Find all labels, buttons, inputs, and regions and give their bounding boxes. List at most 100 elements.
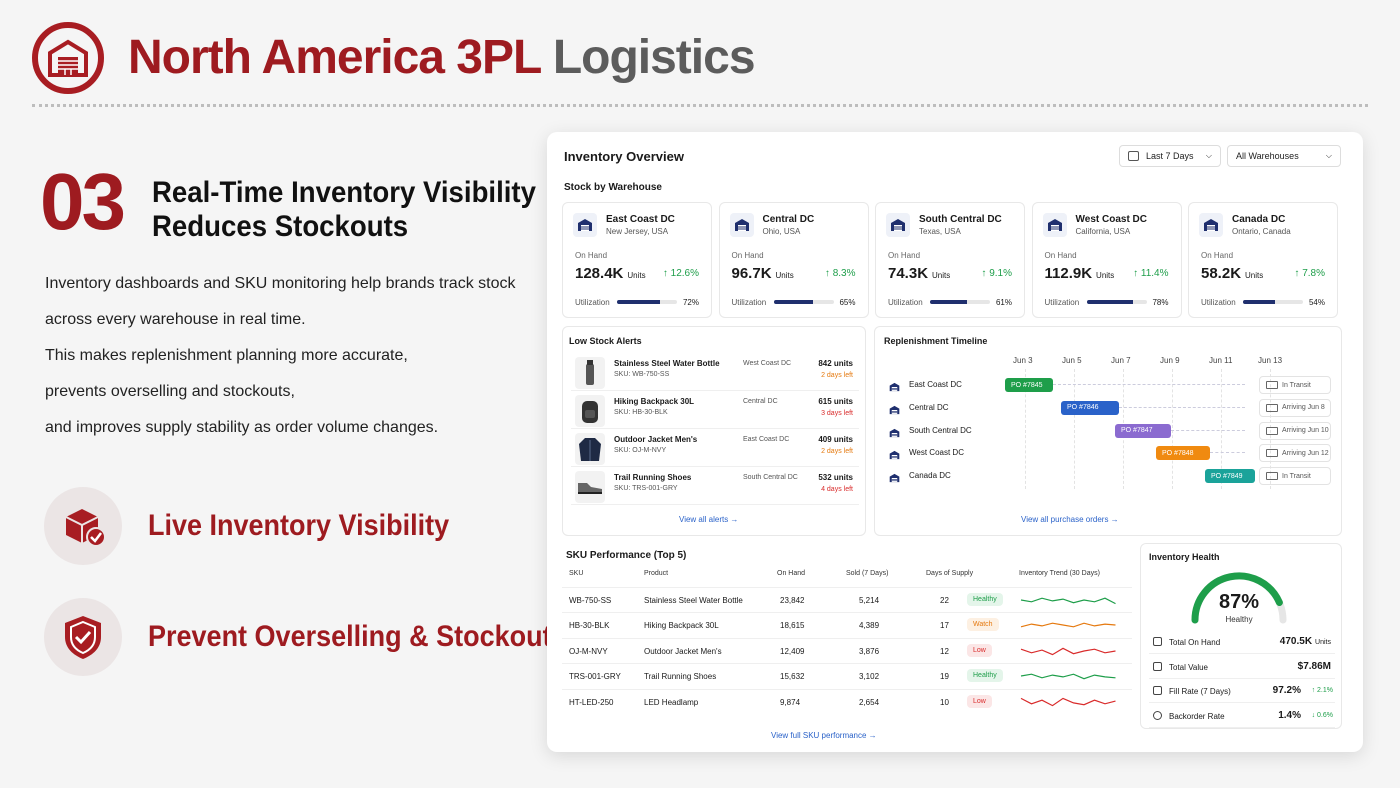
alert-row[interactable]: Outdoor Jacket Men's SKU: OJ-M-NVY East Co… xyxy=(571,431,859,467)
po-bar[interactable]: PO #7848 xyxy=(1156,446,1210,461)
warehouse-icon xyxy=(889,470,900,488)
timeline-date: Jun 7 xyxy=(1111,356,1131,365)
po-status: In Transit xyxy=(1259,376,1331,394)
date-filter-dropdown[interactable]: Last 7 Days ⌵ xyxy=(1119,145,1221,167)
warehouse-logo-icon xyxy=(32,22,104,94)
sku-header-cell: SKU xyxy=(569,570,584,577)
sku-product: LED Headlamp xyxy=(644,697,699,707)
sku-code: OJ-M-NVY xyxy=(569,646,608,656)
timeline-warehouse: West Coast DC xyxy=(909,448,964,458)
on-hand-number: 58.2K xyxy=(1201,265,1242,282)
alert-warehouse: West Coast DC xyxy=(743,360,792,367)
sku-row[interactable]: TRS-001-GRY Trail Running Shoes 15,632 3,10… xyxy=(562,663,1132,688)
stock-section-title: Stock by Warehouse xyxy=(564,182,662,193)
alert-row[interactable]: Hiking Backpack 30L SKU: HB-30-BLK Central… xyxy=(571,393,859,429)
sku-row[interactable]: WB-750-SS Stainless Steel Water Bottle 23,… xyxy=(562,587,1132,612)
inventory-trend-sparkline xyxy=(1020,622,1116,628)
feature-label: Live Inventory Visibility xyxy=(148,509,450,542)
timeline-row[interactable]: West Coast DC PO #7848 xyxy=(889,445,1339,463)
sku-row[interactable]: HT-LED-250 LED Headlamp 9,874 2,654 10 Low xyxy=(562,688,1132,714)
chevron-down-icon: ⌵ xyxy=(1205,151,1212,160)
utilization-fill xyxy=(617,300,661,304)
sku-status-badge: Low xyxy=(967,643,992,657)
po-status-text: Arriving Jun 8 xyxy=(1282,404,1325,412)
po-bar[interactable]: PO #7847 xyxy=(1115,423,1171,438)
days-left: 2 days left xyxy=(821,372,853,379)
utilization-percent: 61% xyxy=(995,298,1012,307)
body-line: Inventory dashboards and SKU monitoring … xyxy=(45,275,516,292)
on-hand-label: On Hand xyxy=(731,251,764,260)
utilization-label: Utilization xyxy=(888,298,923,307)
units-label: Units xyxy=(1096,271,1115,280)
po-bar[interactable]: PO #7845 xyxy=(1005,378,1053,392)
warehouse-card[interactable]: Central DC Ohio, USA On Hand 96.7K Units ↑ 8.… xyxy=(718,202,869,318)
po-status-text: In Transit xyxy=(1282,472,1311,480)
truck-arriving-icon xyxy=(1266,449,1278,458)
days-left: 4 days left xyxy=(821,486,853,493)
sku-row[interactable]: OJ-M-NVY Outdoor Jacket Men's 12,409 3,876 1… xyxy=(562,637,1132,663)
section-heading: Real-Time Inventory Visibility Reduces St… xyxy=(152,176,536,244)
on-hand-number: 128.4K xyxy=(575,265,624,282)
sparkline-path xyxy=(1020,697,1116,706)
warehouse-card[interactable]: East Coast DC New Jersey, USA On Hand 128.4… xyxy=(562,202,712,318)
timeline-gridline xyxy=(1221,369,1222,489)
utilization-percent: 54% xyxy=(1308,298,1325,307)
page-title: North America 3PL Logistics xyxy=(128,28,756,88)
dashboard-title: Inventory Overview xyxy=(564,149,684,164)
view-purchase-orders-link[interactable]: View all purchase orders → xyxy=(1021,515,1119,524)
utilization-fill xyxy=(773,300,813,304)
sku-row[interactable]: HB-30-BLK Hiking Backpack 30L 18,615 4,389 1… xyxy=(562,612,1132,637)
warehouse-filter-dropdown[interactable]: All Warehouses ⌵ xyxy=(1227,145,1341,167)
timeline-row[interactable]: South Central DC PO #7847 xyxy=(889,423,1339,441)
sku-sold: 3,102 xyxy=(859,672,880,682)
view-sku-performance-link[interactable]: View full SKU performance → xyxy=(771,731,877,740)
metric-number: 97.2% xyxy=(1272,685,1301,696)
clock-icon xyxy=(1153,710,1162,720)
sku-onhand: 9,874 xyxy=(780,697,801,707)
timeline-gridline xyxy=(1074,369,1075,489)
sku-product: Stainless Steel Water Bottle xyxy=(644,596,743,605)
metric-label: Backorder Rate xyxy=(1169,711,1225,721)
timeline-warehouse: East Coast DC xyxy=(909,380,962,389)
inventory-trend-sparkline xyxy=(1020,697,1116,706)
change-value: ↑ 11.4% xyxy=(1133,268,1169,279)
sku-days: 19 xyxy=(940,672,949,682)
metric-value: 97.2% xyxy=(1273,685,1301,696)
change-value: ↑ 8.3% xyxy=(824,268,856,279)
units-label: Units xyxy=(775,271,794,280)
warehouse-card[interactable]: South Central DC Texas, USA On Hand 74.3K Un… xyxy=(875,202,1025,318)
alert-row[interactable]: Stainless Steel Water Bottle SKU: WB-750-… xyxy=(571,355,859,391)
heading-line-2: Reduces Stockouts xyxy=(152,210,409,243)
change-value: ↑ 12.6% xyxy=(662,268,699,279)
metric-label: Fill Rate (7 Days) xyxy=(1169,687,1231,696)
warehouse-card[interactable]: Canada DC Ontario, Canada On Hand 58.2K Unit… xyxy=(1188,202,1338,318)
po-bar[interactable]: PO #7849 xyxy=(1205,469,1255,484)
timeline-gridline xyxy=(1025,369,1026,489)
health-metric-row: Fill Rate (7 Days) 97.2% ↑ 2.1% xyxy=(1149,679,1335,703)
sku-onhand: 12,409 xyxy=(780,646,805,656)
view-all-alerts-link[interactable]: View all alerts → xyxy=(679,515,739,524)
utilization-bar xyxy=(930,300,990,304)
metric-number: $7.86M xyxy=(1297,660,1331,672)
warehouse-name: Canada DC xyxy=(1232,214,1286,225)
warehouse-icon xyxy=(889,425,900,443)
timeline-gridline xyxy=(1172,369,1173,489)
timeline-row[interactable]: Central DC PO #7846 xyxy=(889,400,1339,418)
change-value: ↑ 9.1% xyxy=(981,268,1012,279)
sku-code: HT-LED-250 xyxy=(569,697,614,707)
timeline-row[interactable]: Canada DC PO #7849 xyxy=(889,468,1339,486)
health-score: 87% xyxy=(1218,591,1260,613)
warehouse-location: California, USA xyxy=(1075,227,1131,236)
on-hand-number: 112.9K xyxy=(1044,265,1093,282)
warehouse-card[interactable]: West Coast DC California, USA On Hand 112.9… xyxy=(1031,202,1182,318)
warehouse-location: Texas, USA xyxy=(919,227,961,236)
sku-code: TRS-001-GRY xyxy=(569,672,621,682)
on-hand-value: 74.3K Units xyxy=(888,265,950,282)
units-label: Units xyxy=(1245,271,1264,280)
timeline-row[interactable]: East Coast DC PO #7845 xyxy=(889,377,1339,395)
warehouse-icon xyxy=(729,213,754,237)
sku-title: SKU Performance (Top 5) xyxy=(566,550,687,561)
po-bar[interactable]: PO #7846 xyxy=(1061,400,1119,415)
inventory-trend-sparkline xyxy=(1020,597,1116,605)
alert-row[interactable]: Trail Running Shoes SKU: TRS-001-GRY South… xyxy=(571,469,859,505)
